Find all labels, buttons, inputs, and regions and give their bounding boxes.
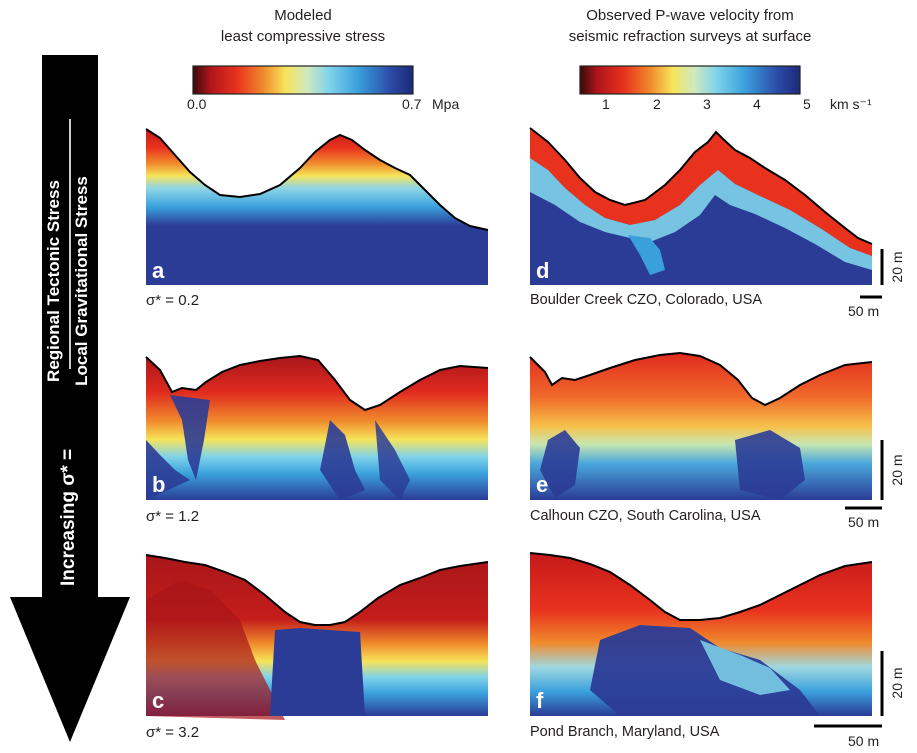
panel-c (145, 554, 489, 720)
horizontal-scale-d: 50 m (848, 303, 880, 319)
panel-letter-c: c (152, 688, 165, 713)
left-colorbar-title-line2: least compressive stress (220, 28, 386, 45)
caption-f: Pond Branch, Maryland, USA (530, 724, 720, 740)
left-colorbar-unit: Mpa (432, 96, 460, 112)
panel-letter-a: a (152, 258, 165, 283)
horizontal-scale-f: 50 m (848, 733, 880, 749)
horizontal-scale-e: 50 m (848, 514, 880, 530)
right-colorbar-title-line1: Observed P-wave velocity from (586, 7, 794, 24)
vertical-scale-f-label: 20 m (889, 667, 905, 699)
scale-bar-d (860, 249, 884, 299)
panel-f (529, 552, 873, 716)
left-colorbar-title-line1: Modeled (274, 7, 332, 24)
right-colorbar-title-line2: seismic refraction surveys at surface (568, 28, 812, 45)
arrow-numerator: Regional Tectonic Stress (44, 180, 63, 382)
panel-letter-f: f (536, 688, 544, 713)
left-colorbar (192, 65, 414, 95)
caption-b: σ* = 1.2 (146, 508, 200, 525)
right-colorbar-unit: km s⁻¹ (830, 96, 872, 112)
scale-bar-f (814, 651, 884, 728)
right-colorbar-tick-5: 5 (803, 96, 811, 112)
caption-a: σ* = 0.2 (146, 292, 200, 309)
left-colorbar-min: 0.0 (187, 96, 207, 112)
right-colorbar-tick-3: 3 (703, 96, 711, 112)
right-colorbar (579, 65, 801, 95)
right-colorbar-tick-1: 1 (602, 96, 610, 112)
increasing-sigma-arrow (10, 55, 130, 742)
caption-c: σ* = 3.2 (146, 724, 200, 741)
panel-a (145, 128, 489, 285)
right-colorbar-title: Observed P-wave velocity from seismic re… (525, 5, 855, 47)
panel-letter-b: b (152, 472, 166, 497)
panel-e (529, 351, 873, 500)
left-colorbar-max: 0.7 (402, 96, 422, 112)
right-colorbar-tick-2: 2 (653, 96, 661, 112)
vertical-scale-e-label: 20 m (889, 454, 905, 486)
arrow-prefix: Increasing σ* = (58, 448, 79, 586)
scale-bar-e (845, 440, 884, 510)
right-colorbar-tick-4: 4 (753, 96, 761, 112)
arrow-denominator: Local Gravitational Stress (72, 176, 91, 386)
caption-e: Calhoun CZO, South Carolina, USA (530, 508, 761, 524)
panel-b (145, 354, 489, 500)
caption-d: Boulder Creek CZO, Colorado, USA (530, 292, 763, 308)
left-colorbar-title: Modeled least compressive stress (185, 5, 421, 47)
vertical-scale-d-label: 20 m (889, 251, 905, 283)
panel-letter-d: d (536, 258, 550, 283)
panel-d (529, 127, 873, 285)
panel-letter-e: e (536, 472, 549, 497)
